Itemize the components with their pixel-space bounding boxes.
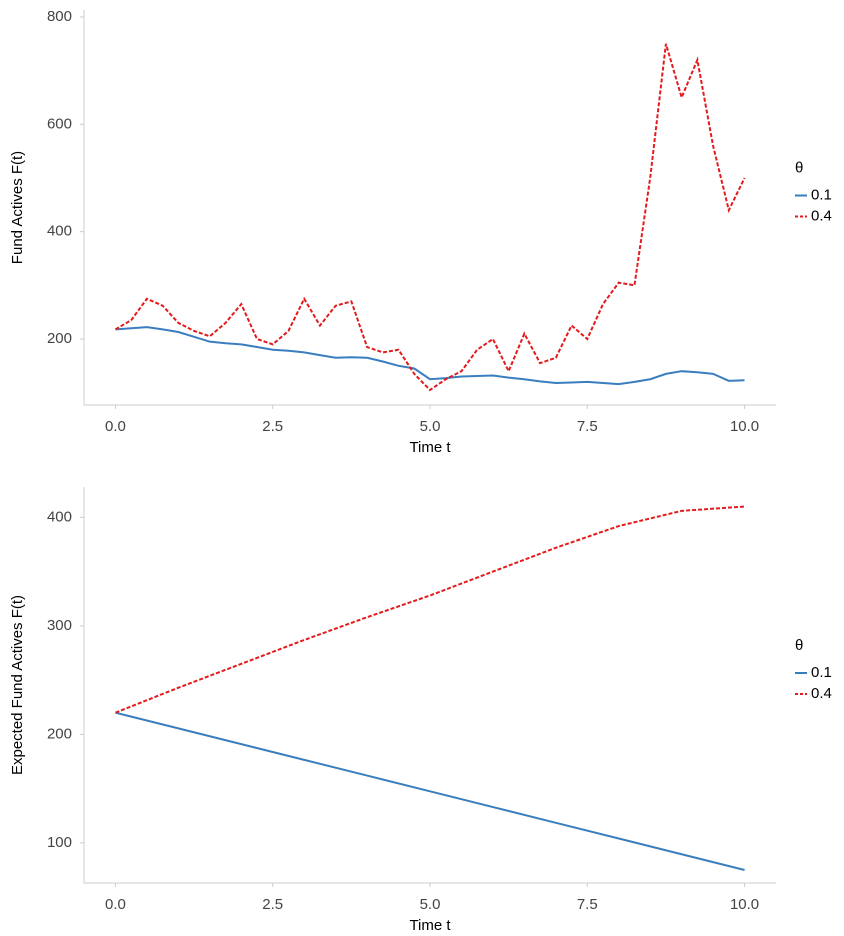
legend-label: 0.4: [811, 685, 832, 702]
x-tick-label: 0.0: [105, 896, 126, 913]
x-axis-title: Time t: [409, 439, 451, 456]
legend-title: θ: [795, 159, 803, 176]
x-tick-label: 7.5: [577, 896, 598, 913]
legend-label: 0.1: [811, 664, 832, 681]
y-axis-title: Expected Fund Actives F(t): [9, 595, 26, 775]
y-tick-label: 400: [47, 508, 72, 525]
x-tick-label: 0.0: [105, 418, 126, 435]
legend-label: 0.4: [811, 207, 832, 224]
x-tick-label: 7.5: [577, 418, 598, 435]
x-tick-label: 10.0: [730, 418, 759, 435]
x-tick-label: 2.5: [262, 896, 283, 913]
x-tick-label: 2.5: [262, 418, 283, 435]
series-line: [115, 505, 745, 714]
legend-label: 0.1: [811, 186, 832, 203]
x-tick-label: 10.0: [730, 896, 759, 913]
y-axis-title: Fund Actives F(t): [9, 151, 26, 264]
y-tick-label: 300: [47, 617, 72, 634]
y-tick-label: 200: [47, 725, 72, 742]
y-tick-label: 400: [47, 223, 72, 240]
y-tick-label: 800: [47, 8, 72, 25]
y-tick-label: 600: [47, 115, 72, 132]
y-tick-label: 200: [47, 330, 72, 347]
series-line: [115, 326, 745, 386]
x-tick-label: 5.0: [420, 418, 441, 435]
x-tick-label: 5.0: [420, 896, 441, 913]
series-line: [115, 711, 745, 871]
legend-title: θ: [795, 637, 803, 654]
series-line: [114, 43, 746, 392]
x-axis-title: Time t: [409, 917, 451, 934]
y-tick-label: 100: [47, 834, 72, 851]
